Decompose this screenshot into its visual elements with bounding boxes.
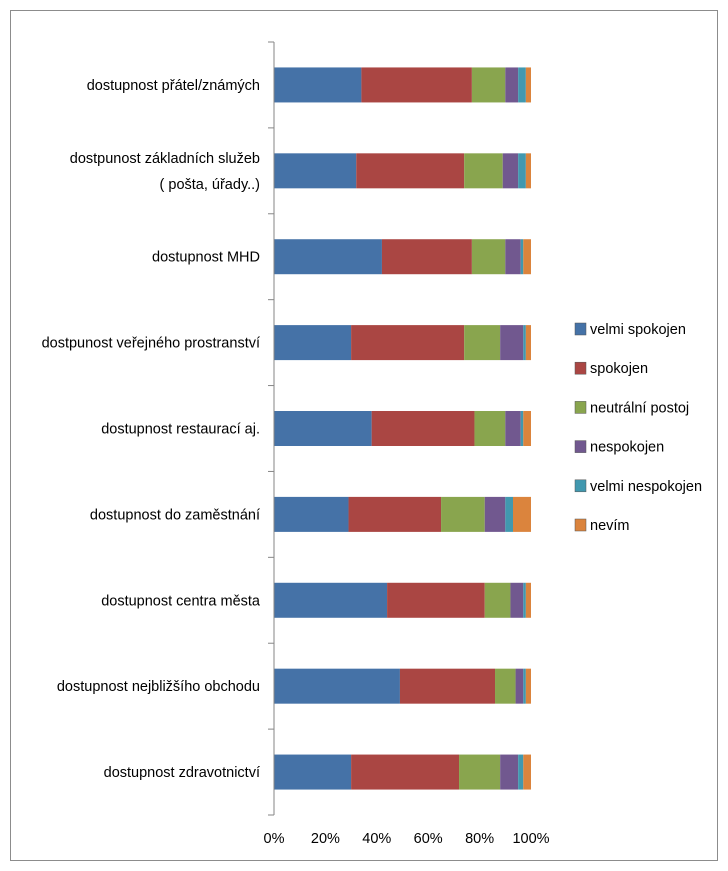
bar-segment [274, 582, 388, 618]
category-label: dostupnost centra města [101, 593, 261, 609]
category-label: dostupnost do zaměstnání [90, 507, 260, 523]
bar-segment [274, 668, 400, 704]
bar-segment [399, 668, 496, 704]
bar-segment [274, 754, 352, 790]
bar-segment [361, 67, 472, 103]
bar-segment [520, 411, 524, 446]
bar-segment [464, 153, 503, 189]
bar-segment [387, 582, 485, 618]
bar-segment [523, 668, 526, 704]
bar-segment [523, 325, 526, 361]
x-tick-label: 100% [512, 831, 549, 847]
legend-swatch [574, 479, 587, 493]
bar-segment [518, 153, 526, 189]
category-label: dostpunost veřejného prostranství [42, 336, 260, 352]
bar-segment [471, 67, 506, 103]
axes-group [268, 41, 275, 816]
category-label: dostupnost přátel/známých [87, 78, 260, 94]
x-tick-label: 40% [362, 831, 391, 847]
bar-segment [274, 239, 382, 275]
bar-segment [484, 496, 506, 532]
legend-label: nespokojen [590, 440, 664, 456]
legend-swatch [574, 518, 587, 532]
bar-segment [502, 153, 519, 189]
bar-segment [274, 411, 372, 446]
bar-segment [523, 582, 526, 618]
bar-segment [523, 411, 531, 446]
bar-segment [505, 411, 521, 446]
bar-segment [525, 582, 531, 618]
bar-segment [510, 582, 524, 618]
legend-label: neutrální postoj [590, 400, 689, 416]
bar-segment [274, 496, 349, 532]
bar-segment [500, 754, 519, 790]
bar-segment [525, 67, 531, 103]
legend-label: velmi nespokojen [590, 479, 702, 495]
bar-segment [518, 67, 526, 103]
bar-segment [520, 239, 524, 275]
legend-label: velmi spokojen [590, 322, 686, 338]
legend-swatch [574, 361, 587, 375]
bar-segment [351, 754, 460, 790]
bar-segment [274, 325, 352, 361]
bar-segment [525, 153, 531, 189]
bar-segment [518, 754, 524, 790]
bar-segment [459, 754, 501, 790]
legend: velmi spokojen spokojen neutrální postoj ne… [574, 322, 702, 534]
category-label: dostupnost MHD [152, 250, 260, 266]
bar-segment [381, 239, 472, 275]
bar-segment [523, 239, 531, 275]
category-label: dostpunost základních služeb( pošta, úřa… [70, 151, 260, 193]
legend-label: spokojen [590, 361, 648, 377]
bar-segment [513, 496, 531, 532]
category-label: dostupnost restaurací aj. [101, 422, 260, 438]
bar-segment [348, 496, 442, 532]
bar-segment [495, 668, 516, 704]
bar-segment [371, 411, 475, 446]
x-tick-label: 20% [311, 831, 340, 847]
bar-segment [505, 496, 514, 532]
bar-segment [274, 67, 362, 103]
bar-segment [471, 239, 506, 275]
bar-segment [351, 325, 465, 361]
bar-segment [525, 325, 531, 361]
bar-segment [464, 325, 501, 361]
bars-group [274, 67, 531, 790]
x-tick-label: 60% [414, 831, 443, 847]
bar-segment [474, 411, 506, 446]
category-label: dostupnost nejbližšího obchodu [57, 679, 260, 695]
x-tick-label: 80% [465, 831, 494, 847]
category-label: dostupnost zdravotnictví [104, 765, 260, 781]
bar-segment [523, 754, 531, 790]
bar-segment [274, 153, 357, 189]
bar-segment [356, 153, 465, 189]
bar-segment [500, 325, 524, 361]
bar-segment [505, 67, 519, 103]
bar-segment [484, 582, 511, 618]
category-labels: dostupnost přátel/známých dostpunost zákl… [42, 78, 261, 781]
bar-segment [525, 668, 531, 704]
bar-segment [505, 239, 521, 275]
x-tick-labels: 0% 20% 40% 60% 80% 100% [264, 831, 550, 847]
legend-label: nevím [590, 518, 630, 534]
bar-segment [441, 496, 485, 532]
legend-swatch [574, 440, 587, 453]
bar-segment [515, 668, 524, 704]
x-tick-label: 0% [264, 831, 285, 847]
legend-swatch [574, 322, 587, 336]
legend-swatch [574, 401, 587, 414]
